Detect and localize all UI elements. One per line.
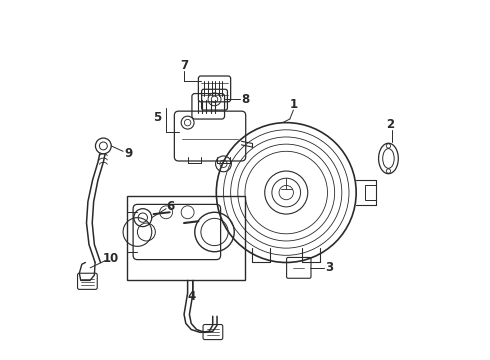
Bar	[126, 196, 245, 280]
Text: 8: 8	[241, 93, 249, 106]
Bar	[365, 185, 376, 201]
Text: 9: 9	[124, 147, 133, 160]
Text: 10: 10	[102, 252, 119, 265]
Text: 4: 4	[188, 290, 196, 303]
Text: 1: 1	[290, 98, 297, 111]
Text: 6: 6	[167, 201, 175, 213]
Text: 5: 5	[153, 111, 161, 124]
Text: 2: 2	[386, 118, 394, 131]
Text: 7: 7	[180, 59, 188, 72]
Text: 3: 3	[325, 261, 333, 274]
